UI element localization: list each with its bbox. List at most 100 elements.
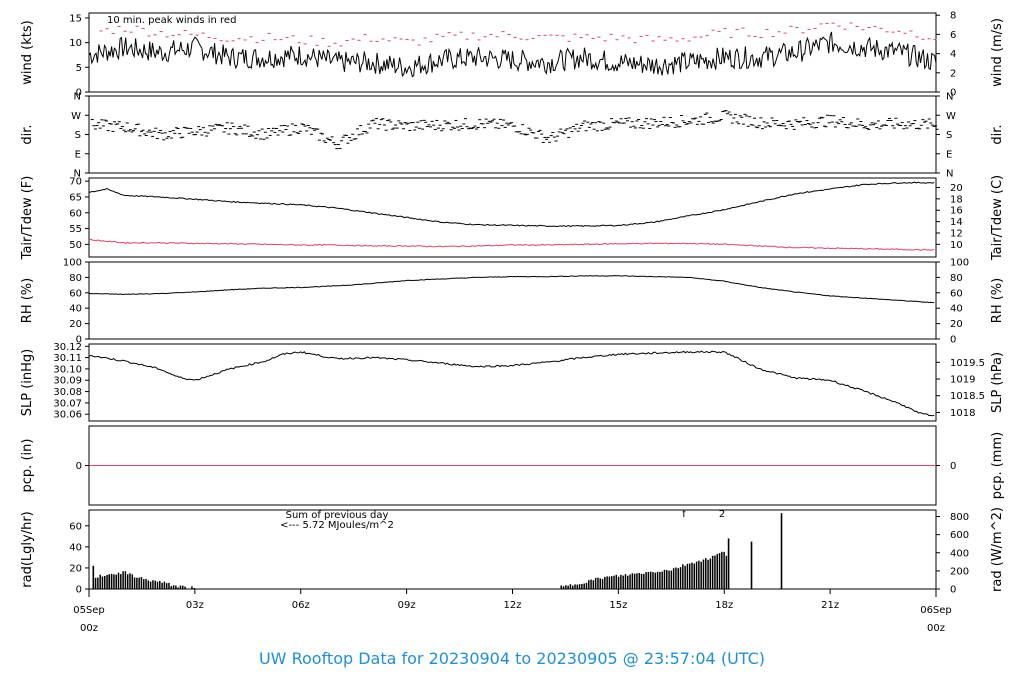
wind-right-tick-label: 2 bbox=[950, 68, 956, 79]
x-tick-label: 18z bbox=[715, 600, 733, 611]
x-tick-label: 15z bbox=[609, 600, 627, 611]
pcp-ylabel-right: pcp. (mm) bbox=[990, 432, 1005, 499]
rad-bar bbox=[705, 558, 707, 589]
slp-right-tick-label: 1019.5 bbox=[950, 358, 985, 369]
rad-bar bbox=[654, 572, 657, 589]
slp-left-tick-label: 30.11 bbox=[53, 353, 82, 364]
rad-bar bbox=[668, 570, 670, 589]
panel-frame-temp bbox=[88, 177, 937, 258]
rad-right-tick-label: 800 bbox=[950, 512, 969, 523]
rad-bar bbox=[159, 580, 161, 589]
rad-annotation-line-2: <--- 5.72 MJoules/m^2 bbox=[280, 520, 394, 531]
rad-bar bbox=[168, 582, 170, 589]
rad-bar bbox=[638, 573, 640, 589]
rad-bar bbox=[656, 571, 659, 589]
wind-ylabel-right: wind (m/s) bbox=[990, 18, 1005, 87]
rh-right-tick-label: 40 bbox=[950, 304, 963, 315]
rad-bar bbox=[672, 568, 675, 589]
rh-right-tick-label: 60 bbox=[950, 288, 963, 299]
temp-right-tick-label: 14 bbox=[950, 217, 963, 228]
rad-ylabel-right: rad (W/m^2) bbox=[990, 507, 1005, 592]
rad-left-tick-label: 20 bbox=[69, 563, 82, 574]
rad-bar bbox=[576, 584, 579, 589]
rad-bar bbox=[684, 565, 686, 589]
rad-bar bbox=[165, 583, 168, 589]
rh-left-tick-label: 100 bbox=[63, 258, 82, 269]
rad-bar bbox=[661, 571, 663, 589]
rad-bar bbox=[640, 573, 643, 589]
rad-bar bbox=[659, 571, 661, 589]
rh-right-tick-label: 80 bbox=[950, 273, 963, 284]
wind-left-tick-label: 15 bbox=[69, 13, 82, 24]
rad-bar bbox=[152, 580, 154, 589]
rad-bar bbox=[113, 574, 115, 589]
rad-bar bbox=[94, 577, 97, 589]
rad-marker-f: f bbox=[682, 509, 686, 520]
temp-left-tick-label: 60 bbox=[69, 208, 82, 219]
rad-bar bbox=[686, 563, 689, 589]
rad-bar bbox=[702, 559, 705, 589]
rad-bar bbox=[99, 574, 101, 589]
wind-right-tick-label: 0 bbox=[950, 88, 956, 99]
x-tick-label: 03z bbox=[186, 600, 204, 611]
rad-bar bbox=[101, 576, 104, 589]
temp-left-tick-label: 50 bbox=[69, 240, 82, 251]
rh-left-tick-label: 80 bbox=[69, 273, 82, 284]
slp-right-tick-label: 1019 bbox=[950, 375, 975, 386]
rad-bar bbox=[592, 580, 595, 589]
wind-left-tick-label: 10 bbox=[69, 38, 82, 49]
x-start-label-date: 05Sep bbox=[73, 605, 105, 616]
rh-ylabel: RH (%) bbox=[20, 278, 35, 323]
x-end-label-date: 06Sep bbox=[920, 605, 952, 616]
rad-bar bbox=[583, 583, 585, 589]
rad-bar bbox=[677, 568, 679, 589]
rad-bar bbox=[688, 563, 691, 589]
rad-bar bbox=[175, 585, 177, 589]
rad-spike bbox=[780, 513, 783, 589]
rad-bar bbox=[606, 576, 608, 589]
rad-right-tick-label: 600 bbox=[950, 530, 969, 541]
rad-bar bbox=[624, 574, 627, 589]
temp-ylabel: Tair/Tdew (F) bbox=[20, 176, 35, 261]
temp-left-tick-label: 65 bbox=[69, 192, 82, 203]
rad-bar bbox=[179, 585, 182, 589]
rad-bar bbox=[136, 577, 138, 589]
rad-bar bbox=[172, 585, 175, 589]
rad-bar bbox=[663, 569, 666, 589]
panel-frame-dir bbox=[88, 95, 937, 174]
x-tick-label: 21z bbox=[821, 600, 839, 611]
rad-bar bbox=[725, 555, 728, 589]
rad-bar bbox=[142, 579, 145, 589]
rad-bar bbox=[643, 573, 645, 589]
slp-series bbox=[88, 350, 935, 417]
dir-right-tick-label: W bbox=[946, 111, 956, 122]
rad-bar bbox=[709, 558, 712, 589]
slp-left-tick-label: 30.12 bbox=[53, 342, 82, 353]
dir-left-tick-label: W bbox=[71, 111, 81, 122]
rad-bar bbox=[695, 561, 698, 589]
slp-left-tick-label: 30.10 bbox=[53, 364, 82, 375]
rad-left-tick-label: 60 bbox=[69, 521, 82, 532]
rad-spike bbox=[727, 538, 730, 589]
rh-left-tick-label: 40 bbox=[69, 304, 82, 315]
rh-right-tick-label: 0 bbox=[950, 335, 956, 346]
rad-bar bbox=[103, 576, 106, 589]
wind-right-tick-label: 8 bbox=[950, 11, 956, 22]
x-tick-label: 12z bbox=[504, 600, 522, 611]
rad-bar bbox=[711, 555, 714, 589]
rad-right-tick-label: 200 bbox=[950, 566, 969, 577]
rad-bar bbox=[129, 573, 131, 589]
panel-frame-rh bbox=[88, 261, 937, 340]
rad-bar bbox=[597, 577, 599, 589]
rad-bar bbox=[610, 576, 613, 589]
rad-bar bbox=[161, 582, 163, 589]
rh-left-tick-label: 0 bbox=[76, 335, 82, 346]
rad-bar bbox=[149, 581, 152, 589]
dir-left-tick-label: S bbox=[75, 130, 81, 141]
dir-ylabel: dir. bbox=[20, 124, 35, 144]
rad-bar bbox=[567, 585, 569, 589]
rad-bar bbox=[140, 577, 143, 589]
rad-ylabel: rad(Lgly/hr) bbox=[20, 511, 35, 587]
rad-bar bbox=[163, 581, 166, 589]
rad-bar bbox=[613, 575, 615, 589]
